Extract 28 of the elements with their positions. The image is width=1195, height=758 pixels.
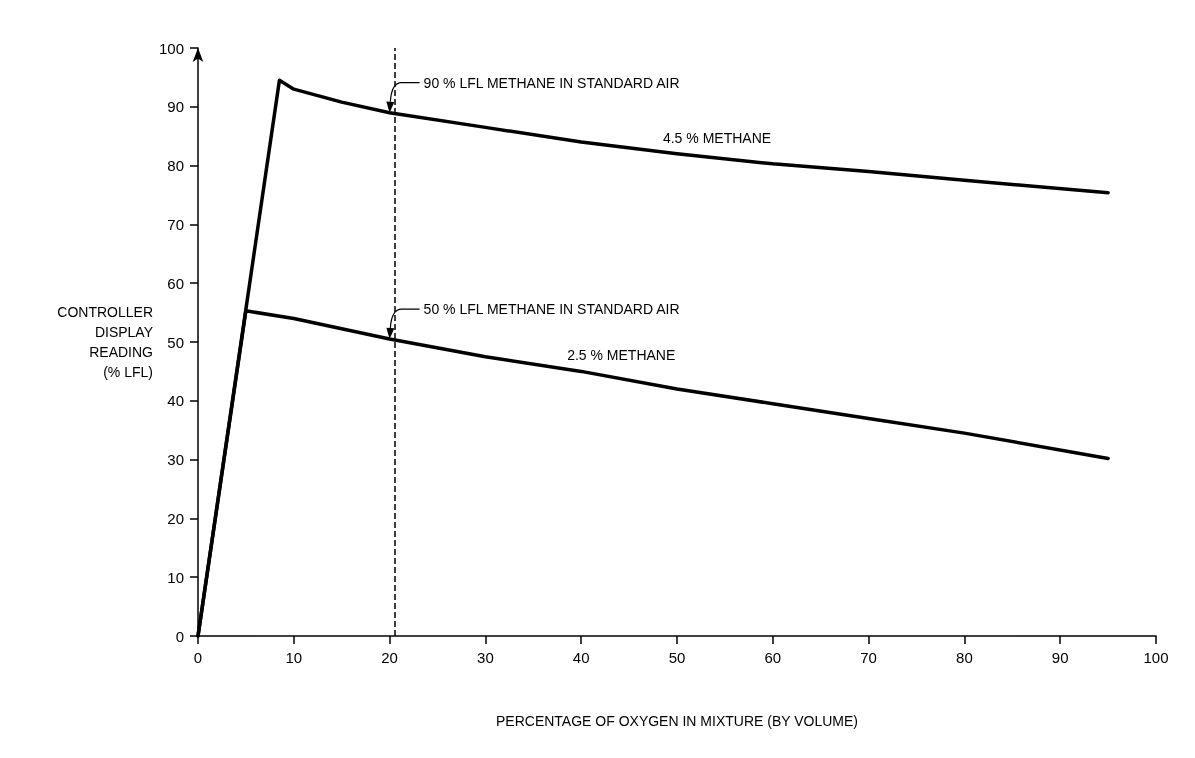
x-tick-label: 0 (193, 649, 203, 666)
y-tick-label: 70 (167, 215, 184, 233)
y-tick-label: 40 (167, 392, 184, 410)
x-tick-label: 50 (668, 649, 686, 666)
y-tick-label: 80 (167, 157, 184, 175)
y-tick-label: 100 (158, 39, 184, 57)
y-tick-label: 0 (175, 627, 184, 645)
series-label: 4.5 % METHANE (662, 129, 772, 146)
annotation: 50 % LFL METHANE IN STANDARD AIR (423, 301, 680, 318)
x-tick-label: 40 (572, 649, 590, 666)
y-tick-label: 10 (167, 568, 184, 586)
y-axis-title: CONTROLLER DISPLAY READING (% LFL) (57, 304, 154, 380)
y-tick-label: 20 (167, 509, 184, 527)
x-tick-label: 70 (860, 649, 877, 666)
y-tick-label: 60 (167, 274, 184, 292)
y-tick-label: 90 (167, 98, 184, 116)
x-tick-label: 10 (285, 649, 303, 666)
y-tick-label: 30 (167, 451, 184, 469)
x-tick-label: 100 (1143, 649, 1169, 666)
x-tick-label: 60 (764, 649, 782, 666)
x-tick-label: 80 (956, 649, 973, 666)
y-tick-label: 50 (167, 333, 184, 351)
annotation: 90 % LFL METHANE IN STANDARD AIR (423, 74, 680, 91)
x-tick-label: 30 (477, 649, 494, 666)
series-label: 2.5 % METHANE (567, 347, 676, 364)
x-tick-label: 90 (1051, 649, 1069, 666)
x-tick-label: 20 (381, 649, 398, 666)
x-axis-title: PERCENTAGE OF OXYGEN IN MIXTURE (BY VOLUME) (496, 713, 858, 729)
